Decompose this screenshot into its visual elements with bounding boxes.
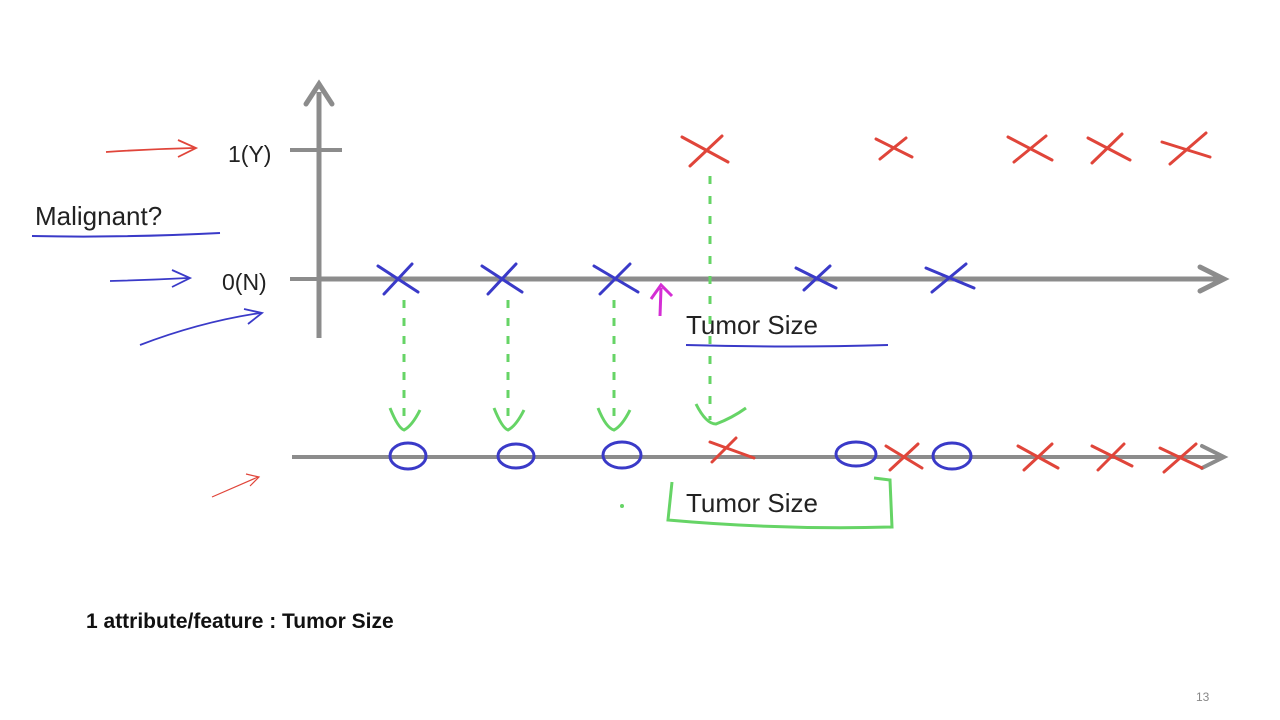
malignant-mark-top-3 — [1006, 134, 1054, 164]
projection-arrow-4 — [694, 176, 747, 426]
benign-circle-5 — [931, 441, 973, 471]
pointer-arrow-blue-diagonal — [139, 308, 265, 346]
threshold-arrow — [649, 282, 674, 317]
malignant-mark-top-1 — [680, 134, 730, 168]
x-label-top-underline — [685, 344, 889, 348]
malignant-mark-bottom-4 — [1090, 442, 1134, 472]
y-label-underline — [31, 232, 221, 238]
x-label-bottom-box — [666, 476, 894, 530]
projection-arrow-1 — [388, 300, 422, 432]
benign-circle-2 — [496, 442, 536, 470]
projection-arrow-3 — [596, 300, 632, 432]
malignant-mark-bottom-1 — [708, 436, 756, 464]
malignant-mark-bottom-5 — [1158, 442, 1204, 474]
tumor-classification-diagram: 1(Y) 0(N) Malignant? Tumor Size Tumor Si… — [31, 79, 1230, 530]
x-axis-label-top: Tumor Size — [686, 310, 818, 340]
pointer-arrow-red-top — [105, 139, 199, 158]
projection-arrow-2 — [492, 300, 526, 432]
benign-mark-top-2 — [480, 262, 524, 296]
y-axis-label: Malignant? — [35, 201, 162, 231]
x-axis-label-bottom: Tumor Size — [686, 488, 818, 518]
benign-mark-top-5 — [924, 262, 976, 294]
slide-caption: 1 attribute/feature : Tumor Size — [86, 610, 394, 633]
y-tick-label-1: 1(Y) — [228, 141, 271, 167]
benign-circle-3 — [601, 440, 643, 470]
benign-mark-top-3 — [592, 262, 640, 296]
benign-mark-top-1 — [376, 262, 420, 296]
malignant-mark-top-5 — [1160, 131, 1212, 166]
x-axis-top — [319, 264, 1230, 294]
green-dot — [620, 504, 624, 508]
benign-mark-top-4 — [794, 264, 838, 292]
y-axis — [290, 79, 342, 338]
page-number: 13 — [1196, 690, 1210, 704]
y-tick-label-0: 0(N) — [222, 269, 267, 295]
malignant-mark-top-4 — [1086, 132, 1132, 165]
malignant-mark-bottom-3 — [1016, 442, 1060, 472]
pointer-arrow-red-small — [211, 473, 261, 498]
benign-circle-1 — [388, 441, 428, 471]
malignant-mark-top-2 — [874, 136, 914, 161]
malignant-mark-bottom-2 — [884, 442, 924, 472]
pointer-arrow-blue — [109, 269, 193, 288]
x-axis-bottom — [292, 444, 1229, 470]
benign-circle-4 — [834, 440, 878, 468]
